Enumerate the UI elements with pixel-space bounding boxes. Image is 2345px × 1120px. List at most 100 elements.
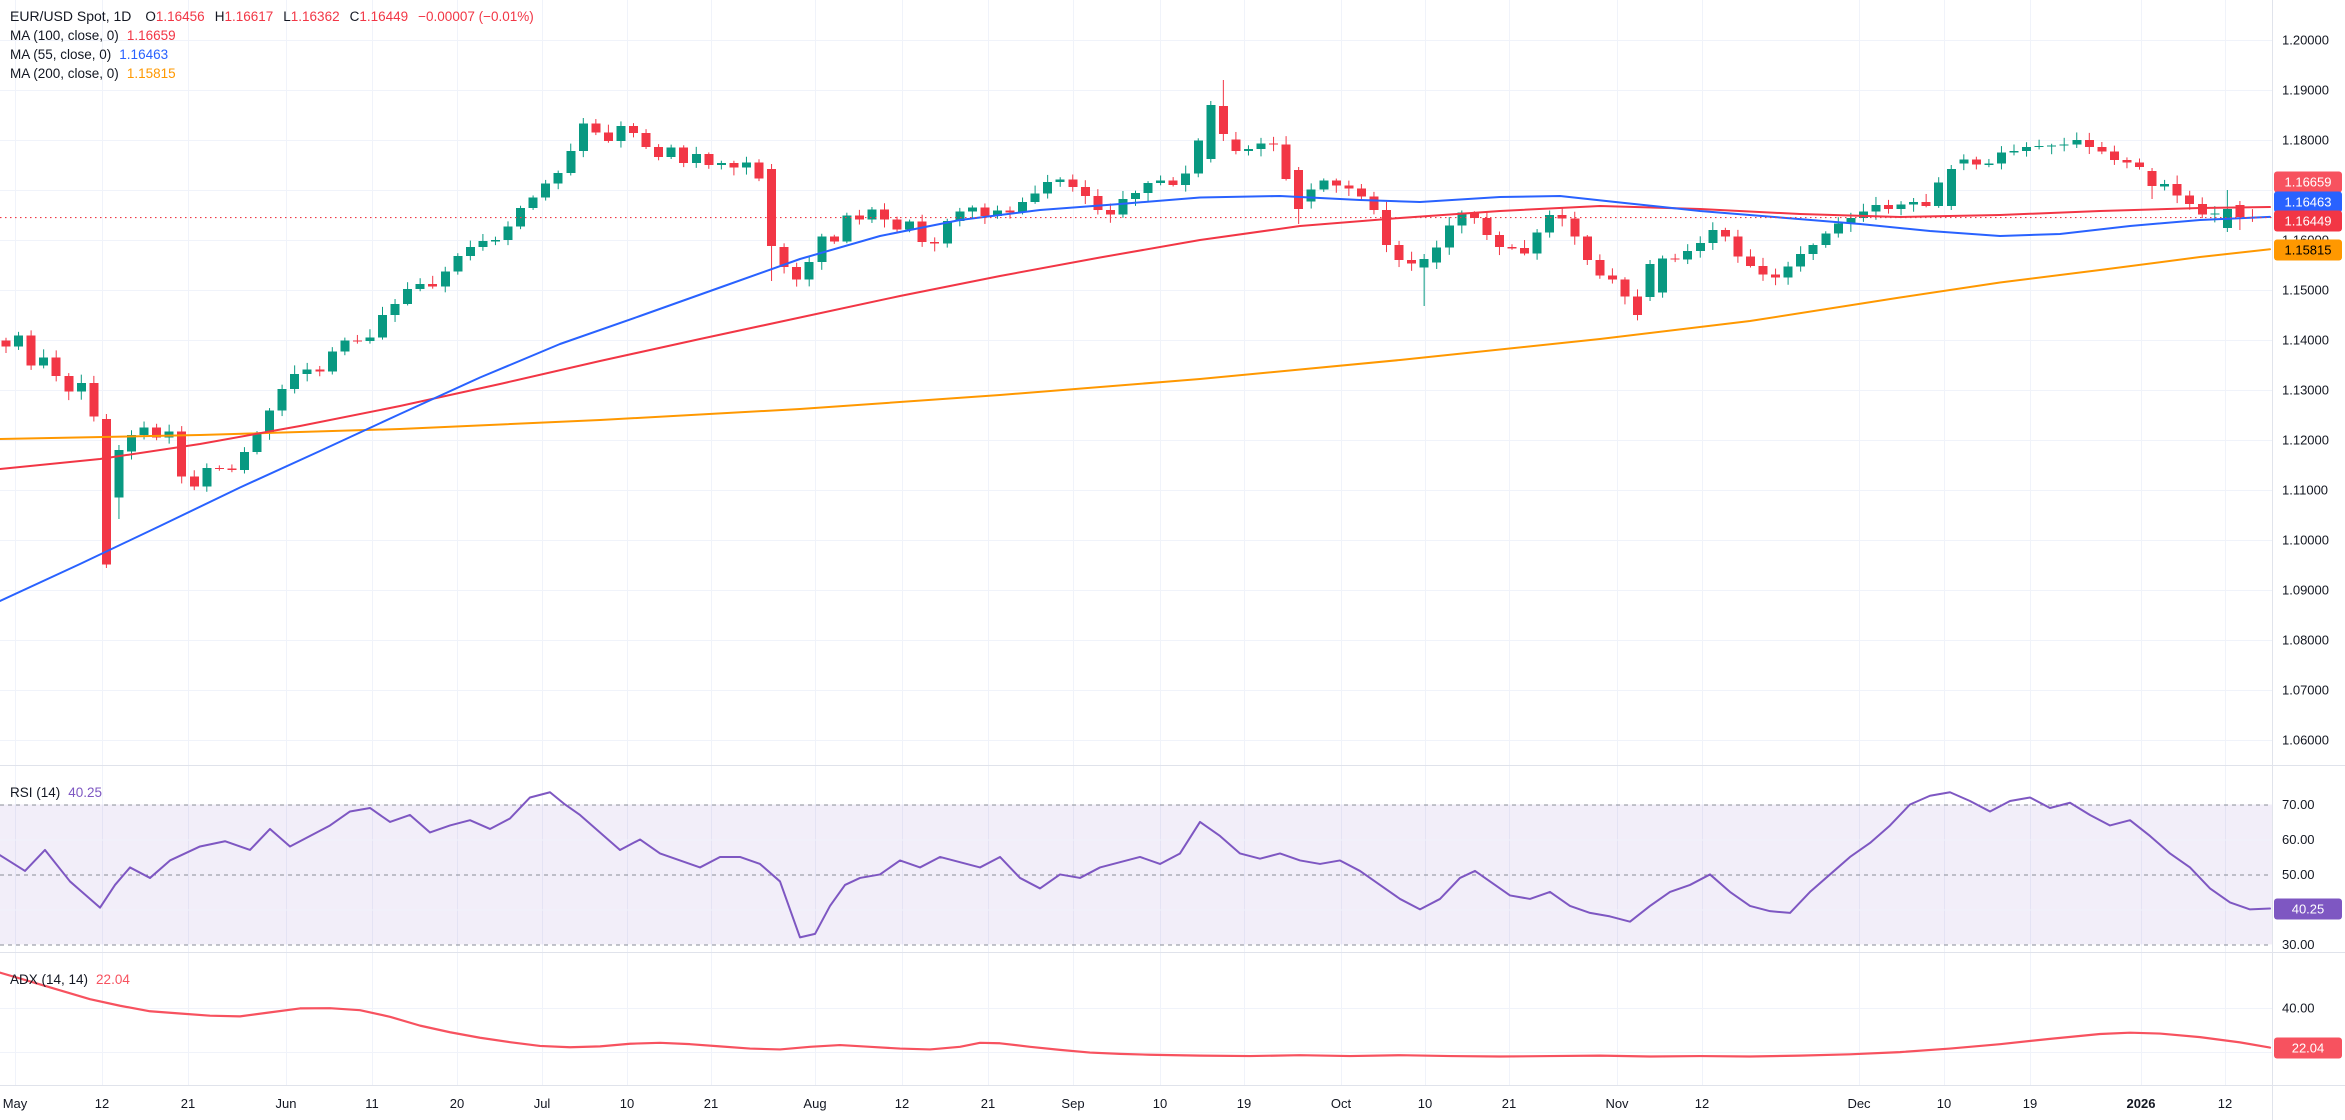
- candle-body: [352, 340, 362, 342]
- main-pane-legend: EUR/USD Spot, 1D O1.16456 H1.16617 L1.16…: [10, 7, 534, 83]
- price-tick-label: 1.13000: [2282, 383, 2329, 398]
- candle-body: [1884, 205, 1893, 209]
- price-tick-label: 1.08000: [2282, 633, 2329, 648]
- candle-body: [1118, 199, 1128, 215]
- candle-body: [1494, 235, 1504, 248]
- candle-body: [340, 340, 350, 352]
- adx-legend-row[interactable]: ADX (14, 14) 22.04: [10, 970, 130, 988]
- candle-body: [189, 476, 199, 487]
- candle-body: [1419, 259, 1429, 268]
- time-tick-label: Aug: [803, 1096, 826, 1111]
- time-axis[interactable]: [0, 1085, 2345, 1120]
- ma55-legend-row[interactable]: MA (55, close, 0) 1.16463: [10, 45, 534, 63]
- candle-body: [629, 126, 638, 133]
- candle-body: [666, 147, 676, 157]
- candle-body: [1959, 159, 1969, 164]
- candle-body: [2072, 139, 2082, 145]
- time-tick-label: Jul: [534, 1096, 551, 1111]
- candle-body: [679, 147, 689, 163]
- candle-body: [177, 431, 187, 477]
- candle-body: [453, 256, 463, 272]
- candle-body: [980, 207, 990, 216]
- rsi-value: 40.25: [68, 784, 103, 800]
- ma100-price-tag-bg: [2274, 171, 2342, 193]
- candle-body: [992, 210, 1002, 216]
- candle-body: [792, 266, 802, 280]
- candle-body: [503, 226, 513, 241]
- candle-body: [1846, 217, 1856, 224]
- time-tick-label: 11: [365, 1096, 379, 1111]
- candle-body: [152, 427, 162, 438]
- candle-body: [817, 236, 827, 262]
- candle-body: [1708, 229, 1718, 244]
- candle-body: [1105, 210, 1115, 215]
- time-tick-label: 19: [1237, 1096, 1251, 1111]
- candle-body: [1833, 223, 1843, 234]
- candle-body: [1858, 211, 1868, 218]
- candle-body: [729, 162, 739, 168]
- candle-body: [616, 126, 626, 141]
- candle-body: [1018, 202, 1028, 213]
- candle-body: [227, 468, 237, 470]
- candle-body: [1356, 188, 1366, 197]
- candle-body: [1821, 233, 1831, 246]
- price-tick-label: 1.12000: [2282, 433, 2329, 448]
- rsi-tick-label: 70.00: [2282, 797, 2315, 812]
- candle-body: [1658, 258, 1668, 293]
- rsi-tick-label: 50.00: [2282, 867, 2315, 882]
- candle-body: [1243, 149, 1253, 151]
- ma200-legend-row[interactable]: MA (200, close, 0) 1.15815: [10, 64, 534, 82]
- candle-body: [1394, 245, 1404, 261]
- candle-body: [1971, 159, 1981, 165]
- candle-body: [239, 452, 249, 470]
- candle-body: [1507, 247, 1517, 249]
- time-tick-label: 10: [620, 1096, 634, 1111]
- rsi-legend-row[interactable]: RSI (14) 40.25: [10, 783, 102, 801]
- candle-body: [1946, 169, 1956, 206]
- candle-body: [490, 240, 500, 242]
- time-tick-label: 21: [704, 1096, 718, 1111]
- time-tick-label: 12: [95, 1096, 109, 1111]
- adx-value-tag: 22.04: [2292, 1041, 2325, 1056]
- candle-body: [1294, 170, 1304, 209]
- candle-body: [1269, 143, 1279, 145]
- change-value: −0.00007 (−0.01%): [418, 8, 534, 24]
- candle-body: [1620, 279, 1630, 297]
- candle-body: [2009, 151, 2019, 153]
- candle-body: [1319, 180, 1329, 190]
- ma100-legend-row[interactable]: MA (100, close, 0) 1.16659: [10, 26, 534, 44]
- candle-body: [1193, 140, 1203, 174]
- ma200-price-tag: 1.15815: [2285, 243, 2332, 258]
- time-tick-label: 12: [1695, 1096, 1709, 1111]
- ma55-price-tag: 1.16463: [2285, 195, 2332, 210]
- candle-body: [1407, 260, 1417, 264]
- ma100-price-tag: 1.16659: [2285, 175, 2332, 190]
- candle-body: [1934, 182, 1944, 206]
- time-tick-label: 19: [2023, 1096, 2037, 1111]
- candle-body: [76, 383, 86, 392]
- candle-body: [14, 335, 24, 347]
- candle-body: [716, 162, 726, 165]
- price-axis[interactable]: [2272, 0, 2345, 1085]
- candle-body: [1582, 236, 1592, 260]
- candle-body: [139, 427, 149, 435]
- low-value: L1.16362: [283, 8, 340, 24]
- candle-body: [265, 410, 275, 433]
- candle-body: [1231, 139, 1241, 151]
- time-tick-label: 12: [895, 1096, 909, 1111]
- candle-body: [2235, 205, 2245, 217]
- candle-body: [1168, 180, 1178, 185]
- candle-body: [930, 241, 940, 244]
- candle-body: [1545, 215, 1555, 233]
- price-tick-label: 1.11000: [2282, 483, 2328, 498]
- time-tick-label: 21: [981, 1096, 995, 1111]
- rsi-value-tag-bg: [2274, 898, 2342, 920]
- candle-body: [164, 431, 174, 438]
- symbol-row[interactable]: EUR/USD Spot, 1D O1.16456 H1.16617 L1.16…: [10, 7, 534, 25]
- ma200-price-tag-bg: [2274, 239, 2342, 261]
- candle-body: [1382, 209, 1391, 246]
- candle-body: [2160, 183, 2170, 187]
- candle-body: [2135, 162, 2144, 167]
